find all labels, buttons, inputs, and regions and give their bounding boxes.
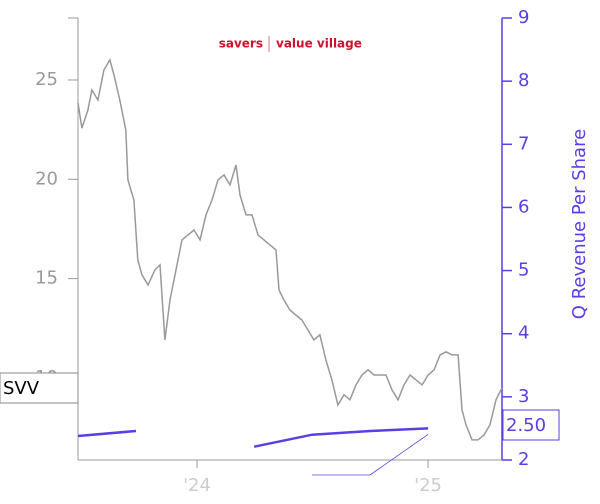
- x-tick-label: '24: [183, 475, 211, 496]
- value-label-box: [502, 409, 560, 441]
- logo-right: value village: [276, 37, 362, 51]
- y2-tick-label: 9: [518, 7, 529, 28]
- y2-axis-label: Q Revenue Per Share: [569, 129, 590, 319]
- y2-tick-label: 2: [518, 449, 529, 470]
- y-tick-label: 25: [35, 69, 58, 90]
- series-line: [77, 427, 429, 448]
- y2-tick-label: 4: [518, 323, 529, 344]
- logo-left: savers: [219, 37, 263, 51]
- y2-tick-label: 7: [518, 133, 529, 154]
- y-tick-label: 20: [35, 168, 58, 189]
- y2-tick-label: 5: [518, 260, 529, 281]
- y2-tick-label: 3: [518, 386, 529, 407]
- value-label: 2.50: [506, 415, 546, 436]
- series-line: [77, 57, 503, 441]
- y2-tick-label: 6: [518, 196, 529, 217]
- y2-tick-label: 8: [518, 70, 529, 91]
- x-tick-label: '25: [414, 475, 442, 496]
- callout-line: [369, 434, 429, 476]
- y-tick-label: 15: [35, 268, 58, 289]
- ticker-label: SVV: [3, 378, 40, 399]
- ticker-box: [0, 372, 79, 404]
